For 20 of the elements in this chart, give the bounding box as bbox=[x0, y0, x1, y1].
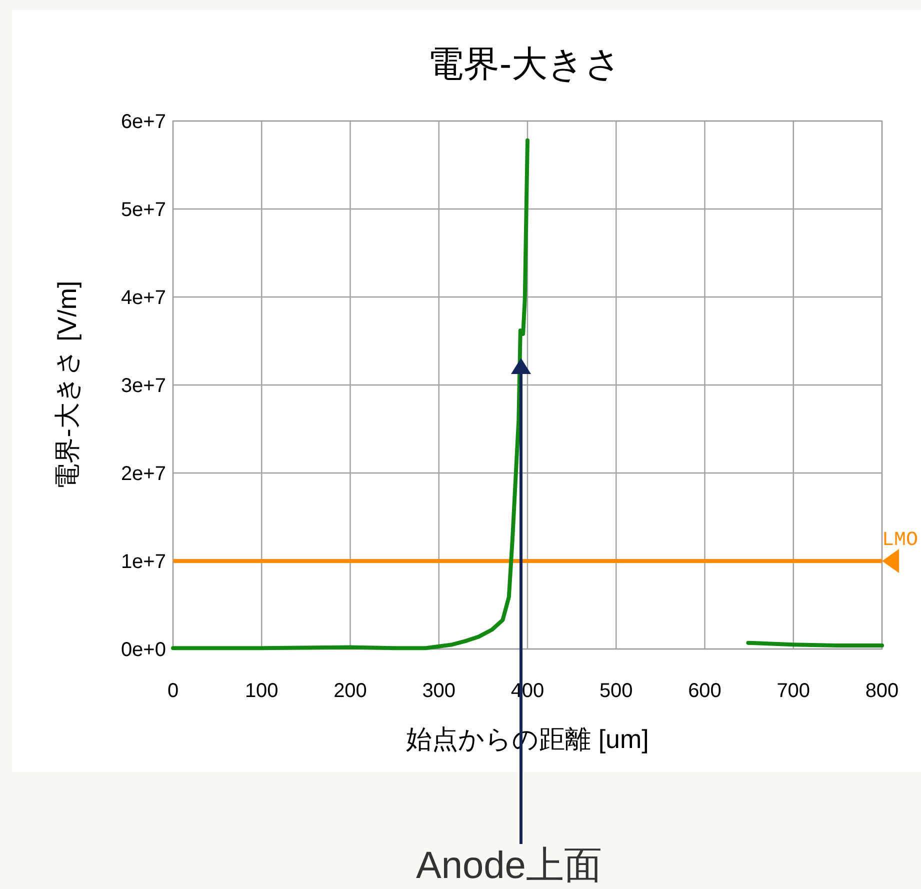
x-tick-label: 500 bbox=[599, 680, 633, 702]
line-series bbox=[171, 138, 530, 650]
ref-line-label: LMO bbox=[882, 529, 918, 552]
text: Anode上面 bbox=[416, 845, 602, 887]
x-tick-label: 800 bbox=[865, 680, 899, 702]
chart-title: 電界-大きさ bbox=[428, 43, 622, 84]
x-tick-label: 300 bbox=[422, 680, 456, 702]
y-tick-label: 0e+0 bbox=[120, 639, 166, 661]
x-tick-label: 600 bbox=[688, 680, 722, 702]
y-tick-label: 5e+7 bbox=[120, 199, 166, 221]
y-tick-label: 6e+7 bbox=[120, 111, 166, 133]
y-tick-label: 1e+7 bbox=[120, 551, 166, 573]
x-tick-label: 100 bbox=[244, 680, 278, 702]
y-tick-label: 4e+7 bbox=[120, 287, 166, 309]
x-tick-label: 700 bbox=[776, 680, 810, 702]
y-tick-label: 3e+7 bbox=[120, 375, 166, 397]
y-axis-title: 電界-大きさ [V/m] bbox=[52, 280, 82, 490]
x-tick-label: 0 bbox=[167, 680, 179, 702]
x-tick-label: 200 bbox=[334, 680, 367, 702]
y-tick-label: 2e+7 bbox=[120, 463, 166, 485]
